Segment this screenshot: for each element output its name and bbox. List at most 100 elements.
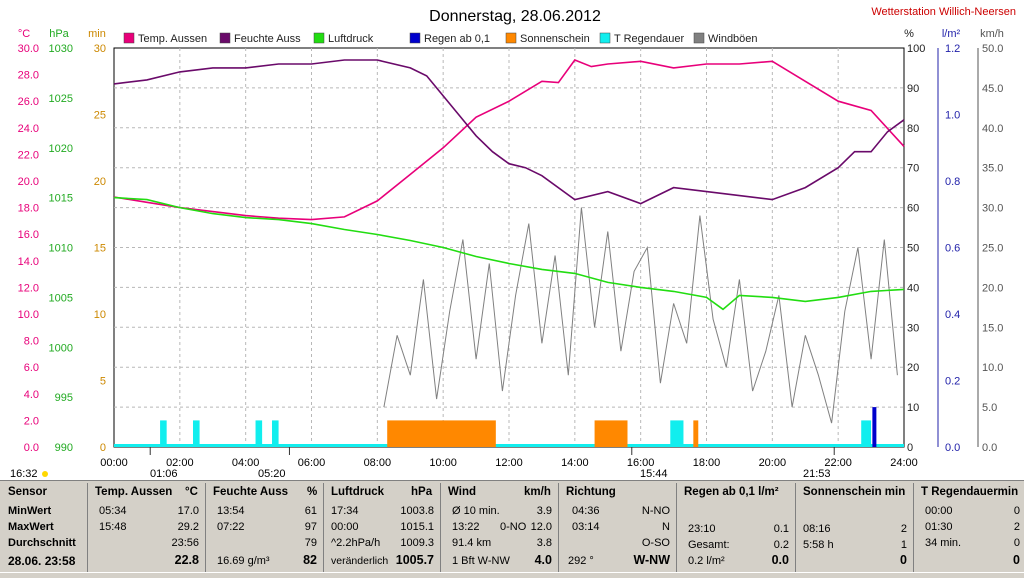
pressure-tick-label: 995: [55, 392, 73, 404]
time-value: 03:14: [572, 521, 600, 533]
time-value: 07:22: [217, 521, 245, 533]
min-label: MinWert: [8, 505, 52, 517]
label: 91.4 km: [452, 537, 492, 549]
percent-tick-label: 0: [907, 442, 913, 454]
x-tick-label: 14:00: [561, 457, 589, 469]
rain-tick-label: 0.4: [945, 309, 960, 321]
minutes-tick-label: 30: [94, 43, 106, 55]
legend-swatch: [219, 32, 231, 44]
value: 97: [304, 521, 317, 533]
time-marker: 05:20: [258, 468, 286, 480]
current-value: 1005.7: [395, 553, 434, 567]
current-value: 4.0: [534, 553, 552, 567]
x-tick-label: 02:00: [166, 457, 194, 469]
minutes-tick-label: 25: [94, 110, 106, 122]
time-marker: 01:06: [150, 468, 178, 480]
time-marker: 21:53: [803, 468, 831, 480]
time-value: 00:00: [925, 505, 953, 517]
max-label: MaxWert: [8, 521, 54, 533]
current-value: 82: [303, 553, 317, 567]
rain-duration-bar: [160, 420, 167, 447]
abs-humidity: 16.69 g/m³: [217, 555, 270, 567]
current-timestamp: 28.06. 23:58: [8, 554, 76, 568]
temp-tick-label: 18.0: [18, 203, 39, 215]
label: 13:22: [452, 521, 480, 533]
percent-unit-label: %: [904, 28, 914, 40]
rain-tick-label: 1.0: [945, 110, 960, 122]
value: 79: [304, 537, 317, 549]
legend-label: Sonnenschein: [520, 33, 590, 45]
x-tick-label: 18:00: [693, 457, 721, 469]
legend-swatch: [123, 32, 135, 44]
x-tick-label: 16:00: [627, 457, 655, 469]
percent-tick-label: 100: [907, 43, 925, 55]
value: 1003.8: [400, 505, 434, 517]
value: 17.0: [177, 505, 199, 517]
time-value: 17:34: [331, 505, 359, 517]
temp-tick-label: 12.0: [18, 282, 39, 294]
rain-bar: [872, 407, 877, 447]
rain-duration-baseline: [114, 444, 904, 447]
windspeed-tick-label: 50.0: [982, 43, 1003, 55]
time-value: 01:30: [925, 521, 953, 533]
rain-duration-bar: [272, 420, 279, 447]
windspeed-tick-label: 10.0: [982, 362, 1003, 374]
column-header: Regen ab 0,1 l/m²: [684, 486, 779, 498]
minutes-tick-label: 0: [100, 442, 106, 454]
x-tick-label: 24:00: [890, 457, 918, 469]
temp-tick-label: 4.0: [24, 389, 39, 401]
station-name: Wetterstation Willich-Neersen: [871, 6, 1016, 18]
legend-swatch: [599, 32, 611, 44]
rain-duration-bar: [670, 420, 684, 447]
value: 0.1: [773, 523, 789, 535]
pressure-tick-label: 1030: [49, 43, 73, 55]
column-header: Richtung: [566, 486, 616, 498]
temp-tick-label: 10.0: [18, 309, 39, 321]
sunshine-bar: [693, 420, 699, 447]
time-value: 00:00: [331, 521, 359, 533]
minutes-tick-label: 15: [94, 243, 106, 255]
avg-label: Durchschnitt: [8, 537, 76, 549]
column-unit: hPa: [411, 486, 433, 498]
column-unit: %: [307, 486, 318, 498]
current-value: 0: [900, 553, 907, 567]
beaufort: 1 Bft W-NW: [452, 555, 510, 567]
sensor-column: Sensor MinWert MaxWert Durchschnitt 28.0…: [0, 483, 88, 573]
rain-tick-label: 0.0: [945, 442, 960, 454]
rain-tick-label: 1.2: [945, 43, 960, 55]
pressure-tick-label: 1005: [49, 292, 73, 304]
humidity-column: Feuchte Auss% 13:54 61 07:22 97 79 16.69 g/m³ 8…: [207, 483, 324, 573]
x-tick-label: 12:00: [495, 457, 523, 469]
value: 1009.3: [400, 537, 434, 549]
current-value: 0.0: [771, 553, 789, 567]
minutes-tick-label: 20: [94, 176, 106, 188]
temp-tick-label: 2.0: [24, 415, 39, 427]
pressure-tick-label: 1015: [49, 193, 73, 205]
percent-tick-label: 70: [907, 163, 919, 175]
current-value: 0: [1013, 553, 1020, 567]
time-value: 08:16: [803, 523, 831, 535]
label: 23:10: [688, 523, 716, 535]
value: N-NO: [641, 505, 670, 517]
pressure-tick-label: 1000: [49, 342, 73, 354]
windspeed-tick-label: 0.0: [982, 442, 997, 454]
wind-gust-line: [383, 207, 898, 424]
column-header: Wind: [448, 486, 476, 498]
percent-tick-label: 90: [907, 83, 919, 95]
legend-swatch: [409, 32, 421, 44]
legend-label: Feuchte Auss: [234, 33, 301, 45]
value: 3.9: [536, 505, 552, 517]
value: 1: [900, 539, 907, 551]
percent-tick-label: 20: [907, 362, 919, 374]
value: O-SO: [641, 537, 670, 549]
percent-tick-label: 60: [907, 203, 919, 215]
value: 3.8: [536, 537, 552, 549]
value: 0: [1013, 505, 1020, 517]
rain-tick-label: 0.8: [945, 176, 960, 188]
temp-tick-label: 8.0: [24, 336, 39, 348]
temp-tick-label: 6.0: [24, 362, 39, 374]
time-value: 05:34: [99, 505, 127, 517]
column-unit: km/h: [524, 486, 551, 498]
rain-tick-label: 0.2: [945, 376, 960, 388]
label: Ø 10 min.: [452, 505, 500, 517]
